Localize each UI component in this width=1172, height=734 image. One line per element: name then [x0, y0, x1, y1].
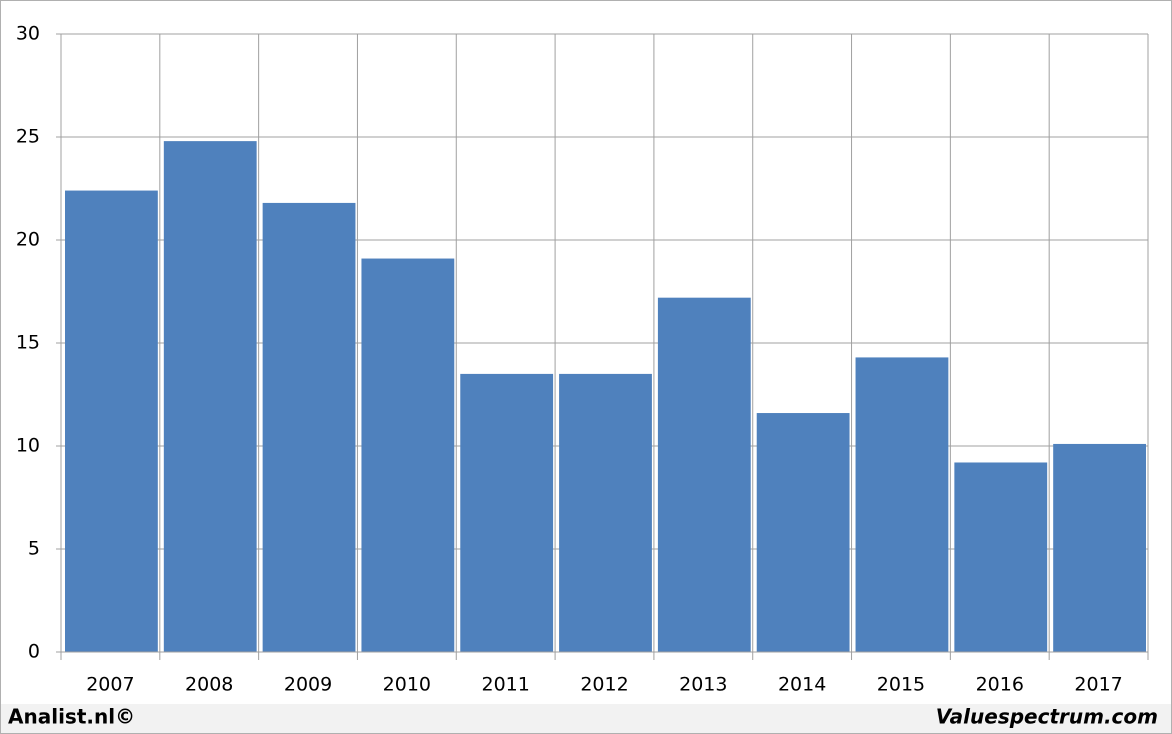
x-tick-label: 2007: [86, 674, 134, 696]
bar: [460, 373, 554, 652]
y-tick-label: 10: [16, 435, 40, 457]
bar: [163, 141, 257, 652]
bar: [756, 413, 850, 652]
x-tick-label: 2008: [185, 674, 233, 696]
x-tick-label: 2010: [383, 674, 431, 696]
bar: [559, 373, 652, 652]
footer-right: Valuespectrum.com: [936, 705, 1158, 729]
x-tick-label: 2009: [284, 674, 332, 696]
bar: [262, 202, 356, 653]
bar: [1053, 443, 1146, 652]
x-tick-label: 2017: [1074, 674, 1122, 696]
x-tick-label: 2013: [679, 674, 727, 696]
bar: [361, 258, 455, 652]
footer-band: [1, 704, 1171, 733]
bar: [657, 297, 751, 652]
y-tick-label: 30: [16, 23, 40, 45]
y-tick-label: 20: [16, 229, 40, 251]
y-tick-label: 15: [16, 332, 40, 354]
x-tick-label: 2012: [580, 674, 628, 696]
bar: [855, 357, 949, 652]
x-tick-label: 2014: [778, 674, 826, 696]
bar: [954, 462, 1048, 652]
x-tick-label: 2015: [877, 674, 925, 696]
x-tick-label: 2011: [482, 674, 530, 696]
y-tick-label: 25: [16, 126, 40, 148]
y-tick-label: 5: [28, 538, 40, 560]
y-tick-label: 0: [28, 641, 40, 663]
bar: [65, 190, 158, 652]
footer-left: Analist.nl©: [8, 705, 135, 729]
x-tick-label: 2016: [976, 674, 1024, 696]
